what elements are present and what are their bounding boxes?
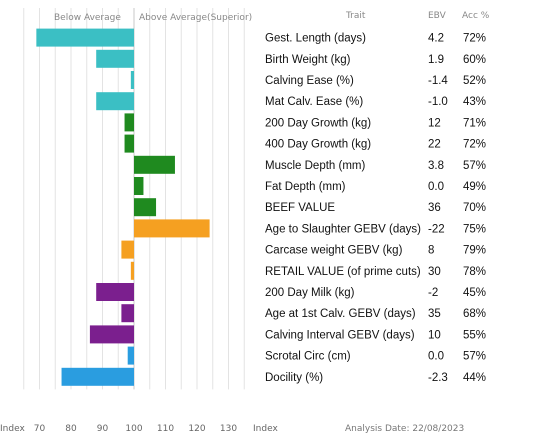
ebv-value: 0.0	[428, 181, 444, 193]
bar	[134, 155, 175, 174]
ebv-column-header: EBV	[428, 11, 447, 21]
ebv-value: 8	[428, 245, 434, 257]
x-tick-label: 80	[65, 424, 77, 434]
bar	[124, 134, 134, 153]
trait-label: Age to Slaughter GEBV (days)	[265, 223, 421, 235]
bar	[61, 367, 134, 386]
bar	[121, 240, 134, 259]
x-tick-label: 70	[34, 424, 46, 434]
ebv-value: 12	[428, 117, 441, 129]
bar	[96, 283, 134, 301]
acc-value: 79%	[463, 245, 486, 257]
acc-value: 71%	[463, 117, 486, 129]
bar	[134, 219, 210, 238]
ebv-value: -22	[428, 223, 445, 235]
bar	[121, 304, 134, 323]
acc-value: 43%	[463, 96, 486, 108]
trait-rows: Gest. Length (days) 4.2 72% Birth Weight (k…	[265, 33, 486, 384]
x-tick-label: 130	[220, 424, 237, 434]
ebv-value: 36	[428, 202, 441, 214]
acc-value: 72%	[463, 139, 486, 151]
ebv-value: 30	[428, 266, 441, 278]
acc-value: 57%	[463, 160, 486, 172]
trait-label: Age at 1st Calv. GEBV (days)	[265, 308, 416, 320]
ebv-value: 3.8	[428, 160, 444, 172]
ebv-value: 1.9	[428, 54, 444, 66]
acc-value: 78%	[463, 266, 486, 278]
acc-value: 70%	[463, 202, 486, 214]
bar	[124, 113, 134, 132]
bar	[130, 261, 134, 280]
acc-value: 57%	[463, 351, 486, 363]
ebv-value: -1.0	[428, 96, 448, 108]
trait-column-header: Trait	[345, 11, 366, 21]
trait-label: Fat Depth (mm)	[265, 181, 346, 193]
acc-value: 45%	[463, 287, 486, 299]
trait-label: Docility (%)	[265, 372, 323, 384]
trait-label: Mat Calv. Ease (%)	[265, 96, 363, 108]
bars-group	[36, 28, 210, 386]
acc-value: 72%	[463, 33, 486, 45]
index-axis-label-right: Index	[253, 424, 278, 434]
bar	[134, 198, 157, 217]
x-tick-label: 100	[125, 424, 142, 434]
trait-label: BEEF VALUE	[265, 202, 335, 214]
acc-column-header: Acc %	[462, 11, 490, 21]
acc-value: 52%	[463, 75, 486, 87]
ebv-value: 0.0	[428, 351, 444, 363]
trait-label: Calving Ease (%)	[265, 75, 354, 87]
below-average-label: Below Average	[54, 13, 121, 23]
acc-value: 55%	[463, 329, 486, 341]
trait-label: 400 Day Growth (kg)	[265, 139, 371, 151]
trait-label: Gest. Length (days)	[265, 33, 366, 45]
x-tick-label: 90	[97, 424, 109, 434]
x-tick-label: 110	[157, 424, 174, 434]
ebv-value: 35	[428, 308, 441, 320]
trait-label: Muscle Depth (mm)	[265, 160, 365, 172]
grid-lines	[23, 8, 245, 390]
acc-value: 44%	[463, 372, 486, 384]
bar	[96, 49, 134, 68]
trait-label: Birth Weight (kg)	[265, 54, 351, 66]
acc-value: 75%	[463, 223, 486, 235]
acc-value: 49%	[463, 181, 486, 193]
x-axis-ticks: 70 80 90 100 110 120 130	[34, 424, 238, 434]
trait-label: Carcase weight GEBV (kg)	[265, 245, 403, 257]
bar	[96, 92, 134, 111]
above-average-label: Above Average(Superior)	[139, 13, 252, 23]
bar	[130, 71, 134, 89]
analysis-date: Analysis Date: 22/08/2023	[345, 424, 464, 434]
x-tick-label: 120	[188, 424, 205, 434]
trait-label: Scrotal Circ (cm)	[265, 351, 351, 363]
trait-label: Calving Interval GEBV (days)	[265, 329, 415, 341]
ebv-value: -2	[428, 287, 438, 299]
bar	[134, 177, 144, 195]
bar	[36, 28, 134, 47]
index-axis-label-left: Index	[0, 424, 25, 434]
trait-label: RETAIL VALUE (of prime cuts)	[265, 266, 421, 278]
bar	[89, 325, 134, 344]
ebv-value: 10	[428, 329, 441, 341]
trait-label: 200 Day Milk (kg)	[265, 287, 355, 299]
ebv-value: -2.3	[428, 372, 448, 384]
ebv-value: -1.4	[428, 75, 448, 87]
trait-label: 200 Day Growth (kg)	[265, 117, 371, 129]
ebv-value: 22	[428, 139, 441, 151]
acc-value: 68%	[463, 308, 486, 320]
ebv-value: 4.2	[428, 33, 444, 45]
acc-value: 60%	[463, 54, 486, 66]
bar	[127, 346, 134, 365]
